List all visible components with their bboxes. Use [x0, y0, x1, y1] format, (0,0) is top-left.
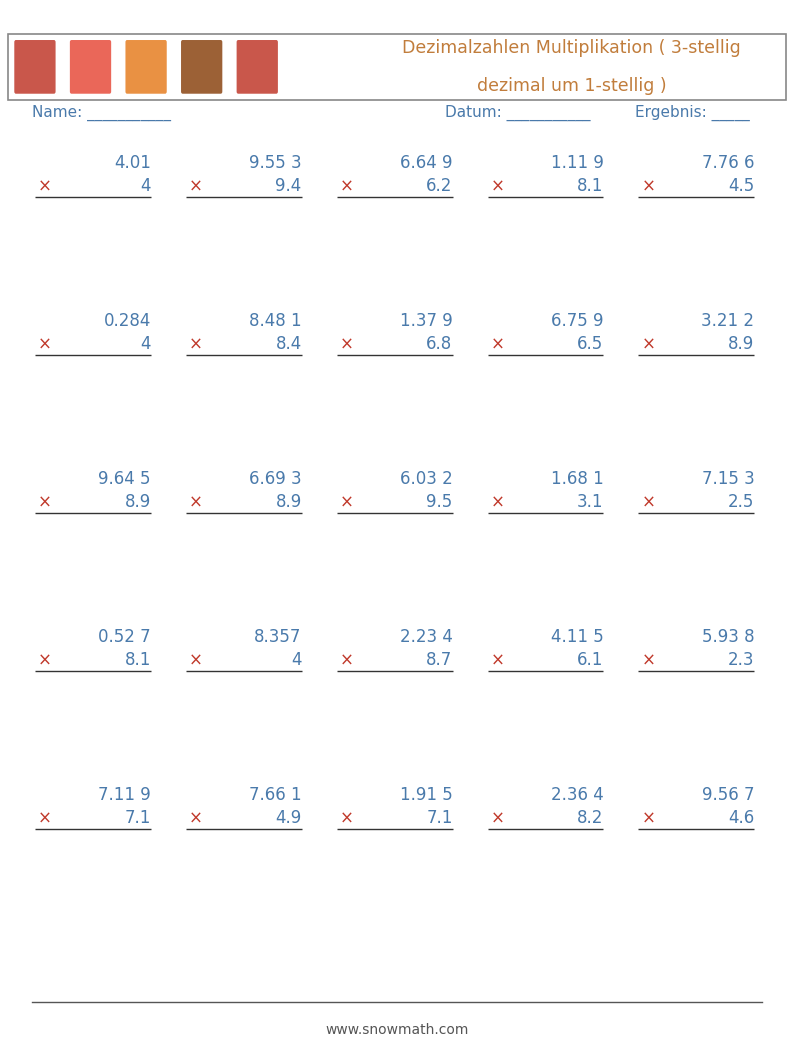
Text: 6.1: 6.1	[577, 651, 603, 670]
Text: 9.4: 9.4	[276, 177, 302, 196]
Text: 1.37 9: 1.37 9	[400, 312, 453, 331]
Text: ×: ×	[189, 177, 202, 196]
Text: 4: 4	[141, 177, 151, 196]
FancyBboxPatch shape	[8, 34, 786, 100]
Text: 1.11 9: 1.11 9	[550, 154, 603, 173]
Text: 3.21 2: 3.21 2	[701, 312, 754, 331]
Text: 6.8: 6.8	[426, 335, 453, 354]
Text: 2.23 4: 2.23 4	[399, 628, 453, 647]
Text: 9.5: 9.5	[426, 493, 453, 512]
Text: 6.75 9: 6.75 9	[551, 312, 603, 331]
Text: 7.66 1: 7.66 1	[249, 786, 302, 804]
Text: 4.9: 4.9	[276, 809, 302, 828]
Text: 8.48 1: 8.48 1	[249, 312, 302, 331]
Text: 4.5: 4.5	[728, 177, 754, 196]
Text: 4: 4	[141, 335, 151, 354]
Text: 4.6: 4.6	[728, 809, 754, 828]
Text: ×: ×	[642, 335, 655, 354]
Text: dezimal um 1-stellig ): dezimal um 1-stellig )	[477, 77, 666, 95]
Text: ×: ×	[642, 809, 655, 828]
Text: ×: ×	[491, 809, 504, 828]
Text: www.snowmath.com: www.snowmath.com	[326, 1022, 468, 1037]
Text: ×: ×	[642, 177, 655, 196]
Text: 4.11 5: 4.11 5	[551, 628, 603, 647]
FancyBboxPatch shape	[14, 40, 56, 94]
Text: ×: ×	[38, 651, 52, 670]
Text: 7.1: 7.1	[426, 809, 453, 828]
Text: ×: ×	[340, 809, 353, 828]
Text: 7.1: 7.1	[125, 809, 151, 828]
Text: 8.7: 8.7	[426, 651, 453, 670]
Text: 2.3: 2.3	[728, 651, 754, 670]
FancyBboxPatch shape	[181, 40, 222, 94]
Text: 8.2: 8.2	[577, 809, 603, 828]
Text: ×: ×	[38, 177, 52, 196]
Text: ×: ×	[189, 651, 202, 670]
Text: 8.9: 8.9	[125, 493, 151, 512]
Text: 7.76 6: 7.76 6	[702, 154, 754, 173]
Text: ×: ×	[38, 335, 52, 354]
Text: ×: ×	[38, 493, 52, 512]
Text: ×: ×	[189, 809, 202, 828]
Text: 6.64 9: 6.64 9	[400, 154, 453, 173]
Text: 7.11 9: 7.11 9	[98, 786, 151, 804]
Text: 5.93 8: 5.93 8	[702, 628, 754, 647]
Text: 0.52 7: 0.52 7	[98, 628, 151, 647]
Text: 6.03 2: 6.03 2	[400, 470, 453, 489]
Text: ×: ×	[340, 493, 353, 512]
Text: 6.2: 6.2	[426, 177, 453, 196]
Text: 1.68 1: 1.68 1	[551, 470, 603, 489]
Text: 2.36 4: 2.36 4	[551, 786, 603, 804]
Text: Datum: ___________: Datum: ___________	[445, 104, 590, 121]
Text: ×: ×	[491, 493, 504, 512]
Text: Dezimalzahlen Multiplikation ( 3-stellig: Dezimalzahlen Multiplikation ( 3-stellig	[403, 39, 741, 57]
Text: 8.357: 8.357	[254, 628, 302, 647]
Text: ×: ×	[340, 651, 353, 670]
Text: 1.91 5: 1.91 5	[400, 786, 453, 804]
Text: ×: ×	[642, 493, 655, 512]
Text: 2.5: 2.5	[728, 493, 754, 512]
Text: 8.4: 8.4	[276, 335, 302, 354]
Text: 6.69 3: 6.69 3	[249, 470, 302, 489]
Text: ×: ×	[189, 493, 202, 512]
Text: ×: ×	[642, 651, 655, 670]
Text: 4.01: 4.01	[114, 154, 151, 173]
Text: 8.9: 8.9	[728, 335, 754, 354]
Text: ×: ×	[491, 335, 504, 354]
Text: ×: ×	[491, 177, 504, 196]
Text: 9.64 5: 9.64 5	[98, 470, 151, 489]
FancyBboxPatch shape	[70, 40, 111, 94]
Text: 8.1: 8.1	[125, 651, 151, 670]
Text: 3.1: 3.1	[577, 493, 603, 512]
Text: ×: ×	[491, 651, 504, 670]
Text: ×: ×	[189, 335, 202, 354]
Text: 6.5: 6.5	[577, 335, 603, 354]
Text: 7.15 3: 7.15 3	[702, 470, 754, 489]
Text: 9.55 3: 9.55 3	[249, 154, 302, 173]
Text: 4: 4	[291, 651, 302, 670]
Text: 8.1: 8.1	[577, 177, 603, 196]
Text: 9.56 7: 9.56 7	[702, 786, 754, 804]
Text: ×: ×	[38, 809, 52, 828]
Text: 0.284: 0.284	[103, 312, 151, 331]
Text: ×: ×	[340, 335, 353, 354]
FancyBboxPatch shape	[125, 40, 167, 94]
Text: ×: ×	[340, 177, 353, 196]
Text: Name: ___________: Name: ___________	[32, 104, 171, 121]
Text: Ergebnis: _____: Ergebnis: _____	[635, 104, 750, 121]
FancyBboxPatch shape	[237, 40, 278, 94]
Text: 8.9: 8.9	[276, 493, 302, 512]
